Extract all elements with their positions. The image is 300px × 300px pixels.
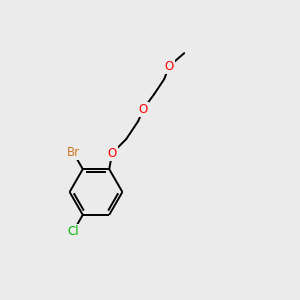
Text: Br: Br [67,146,80,159]
Text: O: O [108,147,117,160]
Text: Cl: Cl [67,225,79,238]
Text: O: O [165,60,174,73]
Text: O: O [139,103,148,116]
